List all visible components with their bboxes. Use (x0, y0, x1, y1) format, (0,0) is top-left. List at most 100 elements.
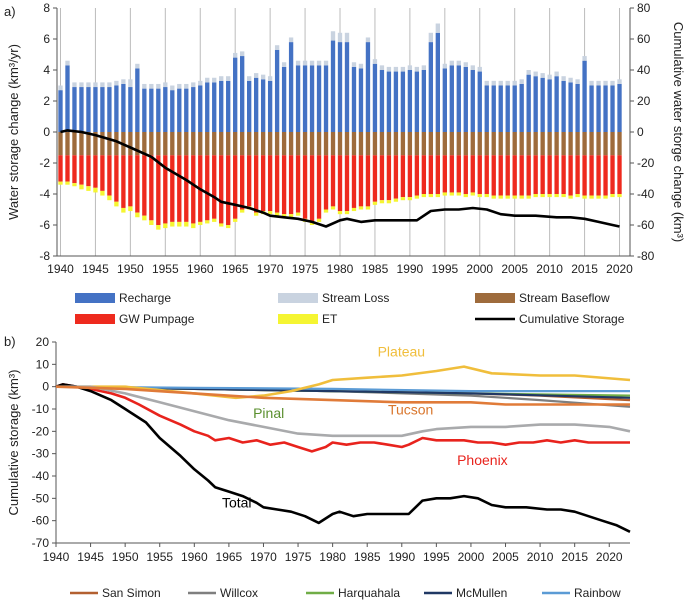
y-tick-label: -50 (32, 491, 50, 505)
bar-recharge (260, 79, 266, 132)
x-tick-label: 1990 (388, 550, 415, 564)
bar-recharge (344, 42, 350, 132)
bar-stream-loss (456, 60, 461, 66)
bar-stream-baseflow (177, 132, 182, 156)
bar-stream-baseflow (226, 132, 231, 156)
bar-gw-pumpage (267, 155, 273, 212)
x-tick-label: 1960 (187, 262, 214, 276)
bar-stream-loss (547, 74, 552, 80)
bar-recharge (372, 63, 378, 132)
bar-recharge (393, 71, 399, 132)
bar-gw-pumpage (568, 155, 573, 196)
legend-swatch-recharge (75, 293, 115, 303)
bar-gw-pumpage (393, 155, 399, 199)
bar-stream-baseflow (449, 132, 454, 156)
bar-stream-loss (302, 60, 308, 66)
bar-et (435, 194, 440, 198)
bar-stream-loss (281, 62, 287, 67)
bar-recharge (177, 88, 182, 132)
bar-stream-baseflow (533, 132, 538, 156)
bar-recharge (379, 70, 385, 132)
bar-stream-loss (505, 80, 510, 86)
legend-label: Stream Loss (322, 291, 389, 305)
bar-et (177, 221, 182, 227)
bar-stream-baseflow (344, 132, 350, 156)
bar-et (295, 212, 301, 216)
bar-stream-baseflow (582, 132, 587, 156)
bar-stream-baseflow (107, 132, 112, 156)
bar-et (414, 195, 420, 199)
y-tick-label: -30 (32, 447, 50, 461)
bar-stream-loss (219, 76, 224, 81)
bar-gw-pumpage (442, 155, 447, 193)
bar-stream-baseflow (267, 132, 273, 156)
bar-recharge (512, 85, 517, 132)
bar-stream-baseflow (323, 132, 329, 156)
bar-et (463, 194, 468, 198)
bar-recharge (295, 65, 301, 132)
bar-recharge (575, 83, 580, 132)
bar-recharge (463, 66, 468, 132)
bar-gw-pumpage (107, 155, 112, 196)
bar-gw-pumpage (449, 155, 454, 193)
y-right-tick-label: -60 (637, 218, 655, 232)
legend-label: Stream Baseflow (519, 291, 610, 305)
bar-stream-baseflow (547, 132, 552, 156)
bar-stream-loss (512, 80, 517, 86)
x-tick-label: 2020 (596, 550, 623, 564)
bar-stream-baseflow (498, 132, 503, 156)
bar-et (107, 195, 112, 201)
x-tick-label: 1970 (250, 550, 277, 564)
bar-stream-baseflow (351, 132, 357, 156)
bar-recharge (233, 57, 238, 132)
bar-stream-loss (365, 37, 371, 43)
x-tick-label: 1945 (82, 262, 109, 276)
y-right-tick-label: -20 (637, 156, 655, 170)
y-left-tick-label: -8 (39, 249, 50, 263)
bar-gw-pumpage (184, 155, 189, 222)
bar-et (526, 195, 531, 199)
bar-gw-pumpage (247, 155, 252, 207)
x-tick-label: 1980 (327, 262, 354, 276)
bar-gw-pumpage (149, 155, 154, 221)
bar-stream-loss (568, 77, 573, 83)
bar-gw-pumpage (414, 155, 420, 196)
bar-et (575, 194, 580, 198)
bar-recharge (316, 65, 322, 132)
bar-et (135, 212, 140, 218)
bar-gw-pumpage (142, 155, 147, 216)
bar-gw-pumpage (351, 155, 357, 208)
bar-stream-baseflow (86, 132, 91, 156)
bar-stream-loss (267, 76, 273, 81)
bar-stream-baseflow (135, 132, 140, 156)
bar-stream-baseflow (260, 132, 266, 156)
bar-stream-baseflow (407, 132, 413, 156)
bar-recharge (603, 85, 608, 132)
bar-et (477, 194, 482, 198)
x-tick-label: 2010 (536, 262, 563, 276)
bar-et (603, 195, 608, 199)
bar-stream-baseflow (491, 132, 496, 156)
bar-et (330, 206, 336, 210)
bar-et (596, 195, 601, 199)
bar-stream-baseflow (414, 132, 420, 156)
bar-et (191, 223, 196, 229)
bar-stream-loss (260, 74, 266, 80)
y-left-tick-label: 0 (43, 125, 50, 139)
bar-stream-loss (351, 62, 357, 67)
bar-gw-pumpage (498, 155, 503, 196)
bar-recharge (554, 76, 559, 132)
bar-stream-baseflow (568, 132, 573, 156)
bar-stream-baseflow (72, 132, 77, 156)
bar-et (337, 211, 343, 215)
bar-et (554, 194, 559, 198)
bar-stream-loss (177, 83, 182, 89)
bar-gw-pumpage (72, 155, 77, 184)
legend-swatch-gw-pumpage (75, 314, 115, 324)
bar-et (323, 209, 329, 213)
bar-stream-loss (519, 79, 524, 84)
y-tick-label: -60 (32, 514, 50, 528)
bar-stream-baseflow (79, 132, 84, 156)
bar-et (421, 194, 427, 198)
bar-gw-pumpage (260, 155, 266, 212)
